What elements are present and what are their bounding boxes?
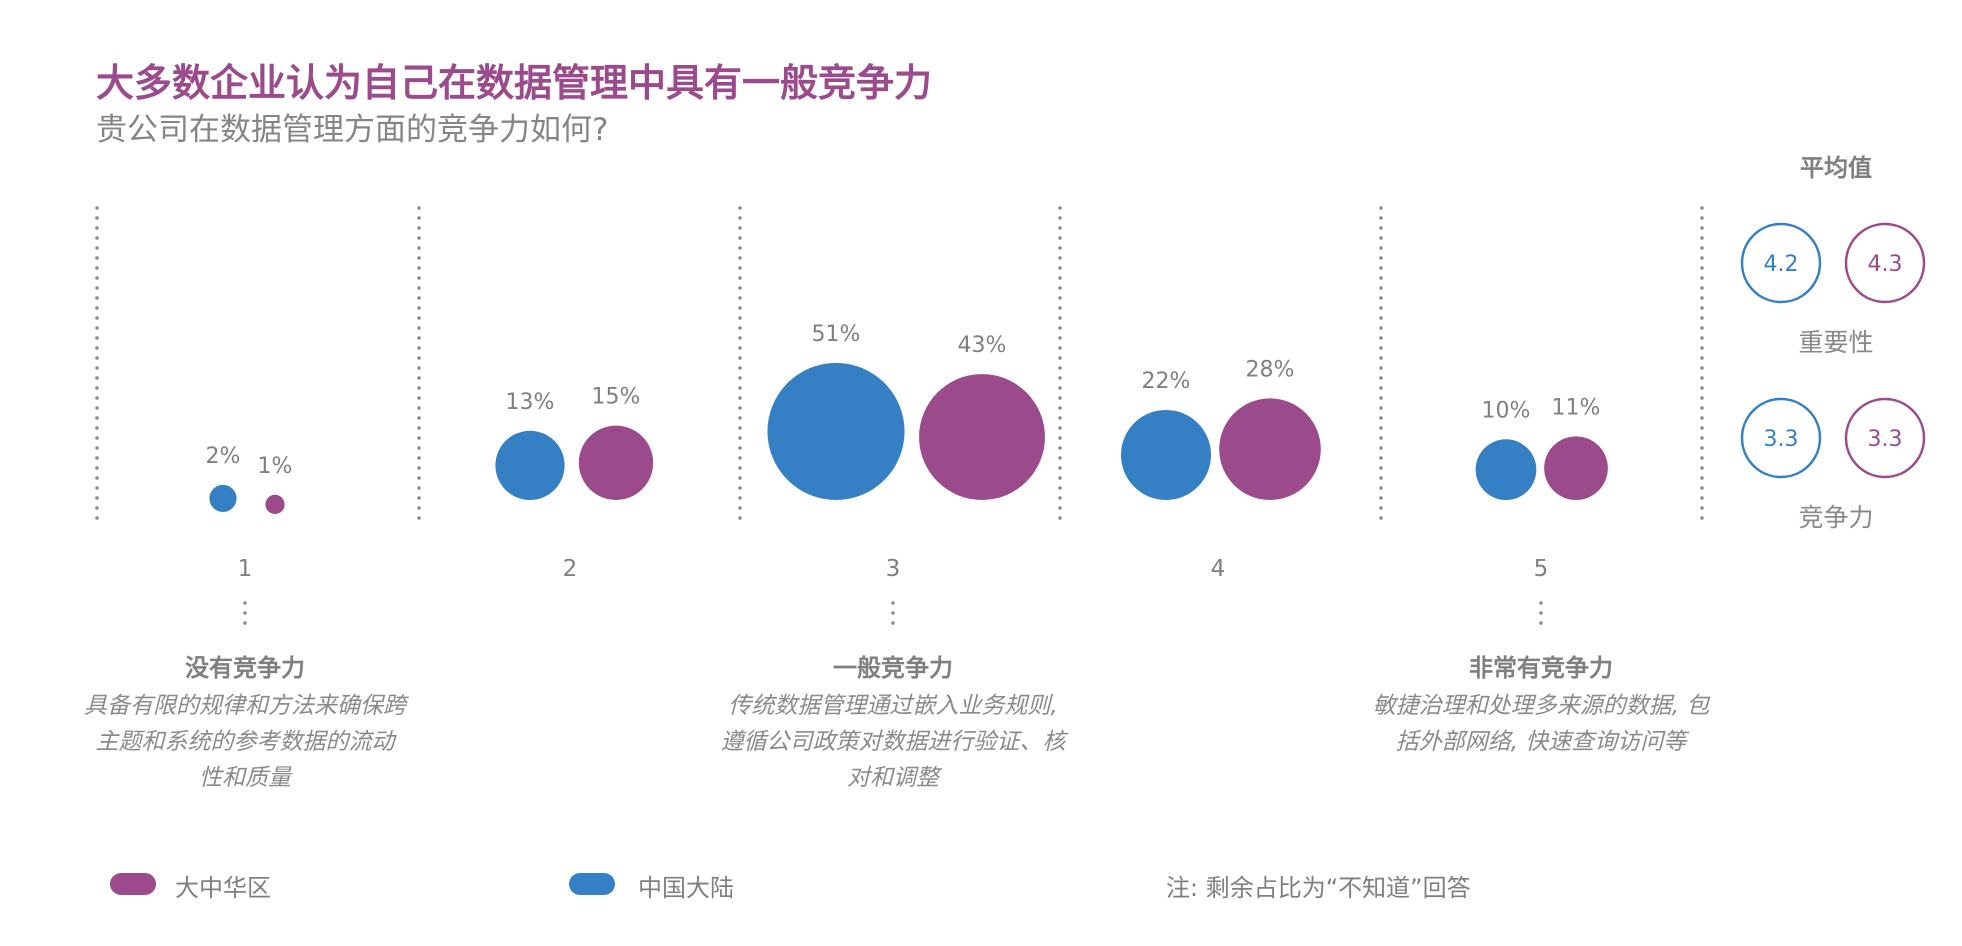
bubble-greater-china (265, 494, 285, 514)
average-value-blue: 3.3 (1764, 427, 1799, 452)
value-label: 11% (1552, 395, 1601, 420)
chart-title: 大多数企业认为自己在数据管理中具有一般竞争力 (96, 61, 933, 105)
value-label: 15% (592, 385, 641, 410)
anchor-desc-3: 传统数据管理通过嵌入业务规则, 遵循公司政策对数据进行验证、核 对和调整 (721, 688, 1066, 796)
scale-tick-label: 1 (238, 556, 253, 582)
average-value-blue: 4.2 (1764, 252, 1799, 277)
legend-swatch-greater-china (110, 873, 156, 895)
desc-line: 括外部网络, 快速查询访问等 (1395, 729, 1687, 755)
average-circle-purple (1844, 397, 1926, 479)
average-circle-blue (1740, 222, 1822, 304)
bubble-mainland-china (209, 484, 237, 512)
desc-line: 具备有限的规律和方法来确保跨 (84, 693, 406, 719)
anchor-heading-5: 非常有竞争力 (1469, 654, 1613, 682)
bubble-mainland-china (767, 362, 905, 500)
scale-tick-label: 2 (563, 556, 578, 582)
value-label: 1% (258, 454, 293, 479)
scale-tick-label: 4 (1211, 556, 1226, 582)
anchor-desc-1: 具备有限的规律和方法来确保跨 主题和系统的参考数据的流动 性和质量 (84, 688, 406, 796)
bubble-greater-china (1219, 398, 1321, 500)
footnote: 注: 剩余占比为“不知道”回答 (1166, 874, 1471, 902)
legend-label-greater-china: 大中华区 (175, 874, 271, 902)
average-circle-blue (1740, 397, 1822, 479)
value-label: 43% (958, 333, 1007, 358)
bubble-greater-china (578, 425, 654, 500)
legend-swatch-mainland-china (569, 873, 615, 895)
value-label: 22% (1142, 369, 1191, 394)
value-label: 28% (1246, 357, 1295, 382)
value-label: 10% (1482, 398, 1531, 423)
desc-line: 性和质量 (199, 765, 291, 791)
bubble-mainland-china (495, 430, 565, 501)
bubble-greater-china (919, 374, 1045, 500)
bubble-mainland-china (1120, 409, 1212, 500)
averages-label-competitiveness: 竞争力 (1798, 503, 1874, 532)
value-label: 13% (506, 390, 555, 415)
desc-line: 对和调整 (847, 765, 939, 791)
chart-subtitle: 贵公司在数据管理方面的竞争力如何? (96, 112, 609, 148)
bubble-greater-china (1544, 436, 1608, 500)
average-value-purple: 3.3 (1868, 427, 1903, 452)
averages-title: 平均值 (1800, 154, 1872, 182)
average-value-purple: 4.3 (1868, 252, 1903, 277)
desc-line: 敏捷治理和处理多来源的数据, 包 (1372, 693, 1710, 719)
desc-line: 传统数据管理通过嵌入业务规则, (728, 693, 1058, 719)
desc-line: 主题和系统的参考数据的流动 (95, 729, 395, 755)
scale-tick-label: 5 (1534, 556, 1549, 582)
scale-tick-label: 3 (886, 556, 901, 582)
value-label: 51% (812, 322, 861, 347)
anchor-desc-5: 敏捷治理和处理多来源的数据, 包 括外部网络, 快速查询访问等 (1373, 688, 1710, 760)
anchor-heading-1: 没有竞争力 (185, 654, 305, 682)
value-label: 2% (206, 444, 241, 469)
averages-label-importance: 重要性 (1798, 328, 1874, 357)
anchor-heading-3: 一般竞争力 (833, 654, 953, 682)
legend-label-mainland-china: 中国大陆 (638, 874, 734, 902)
average-circle-purple (1844, 222, 1926, 304)
bubble-mainland-china (1475, 439, 1537, 500)
desc-line: 遵循公司政策对数据进行验证、核 (720, 729, 1066, 755)
